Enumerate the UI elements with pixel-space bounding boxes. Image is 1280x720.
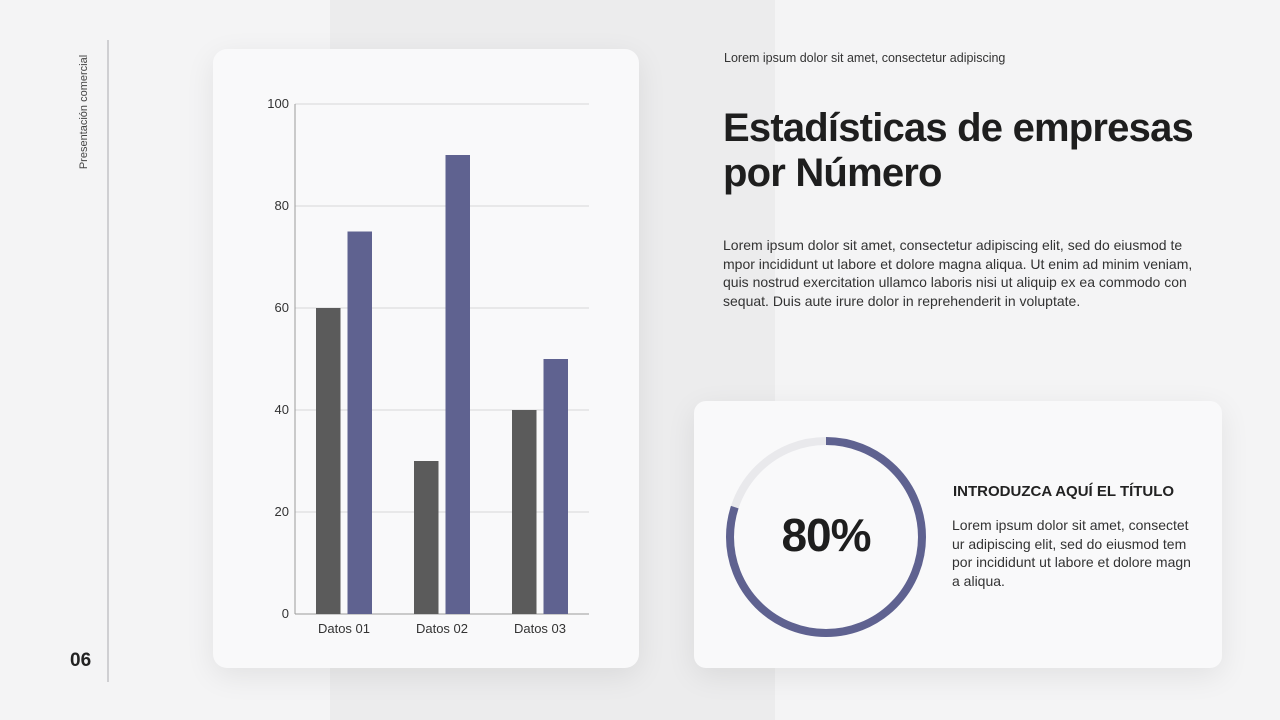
bar bbox=[414, 461, 439, 614]
chart-card: 0 20 40 60 80 100 Datos 01 Datos 02 Datos 03 bbox=[213, 49, 639, 668]
x-tick-label: Datos 03 bbox=[514, 621, 566, 636]
bar bbox=[347, 231, 372, 614]
bar bbox=[543, 359, 568, 614]
y-tick-label: 20 bbox=[275, 504, 289, 519]
y-tick-label: 40 bbox=[275, 402, 289, 417]
x-tick-label: Datos 01 bbox=[318, 621, 370, 636]
y-tick-label: 100 bbox=[267, 96, 289, 111]
stat-text: Lorem ipsum dolor sit amet, consectetur … bbox=[952, 517, 1191, 589]
progress-ring bbox=[726, 437, 926, 637]
slide-subtitle: Lorem ipsum dolor sit amet, consectetur … bbox=[724, 51, 1006, 65]
slide-body-text: Lorem ipsum dolor sit amet, consectetur … bbox=[723, 237, 1193, 309]
y-tick-label: 80 bbox=[275, 198, 289, 213]
presentation-label: Presentación comercial bbox=[78, 54, 90, 170]
sidebar-divider bbox=[107, 40, 109, 682]
bar bbox=[445, 155, 470, 614]
bar bbox=[512, 410, 537, 614]
page-number: 06 bbox=[70, 650, 92, 671]
y-tick-label: 0 bbox=[282, 606, 289, 621]
x-tick-label: Datos 02 bbox=[416, 621, 468, 636]
stat-card: 80% INTRODUZCA AQUÍ EL TÍTULO Lorem ipsu… bbox=[694, 401, 1222, 668]
bar bbox=[316, 308, 341, 614]
y-tick-label: 60 bbox=[275, 300, 289, 315]
ring-progress-arc bbox=[726, 437, 926, 637]
bar-chart: 0 20 40 60 80 100 Datos 01 Datos 02 Datos 03 bbox=[267, 96, 589, 636]
percent-value: 80% bbox=[781, 509, 871, 561]
slide-title: Estadísticas de empresas por Número bbox=[723, 106, 1194, 195]
stat-title: INTRODUZCA AQUÍ EL TÍTULO bbox=[953, 483, 1175, 500]
